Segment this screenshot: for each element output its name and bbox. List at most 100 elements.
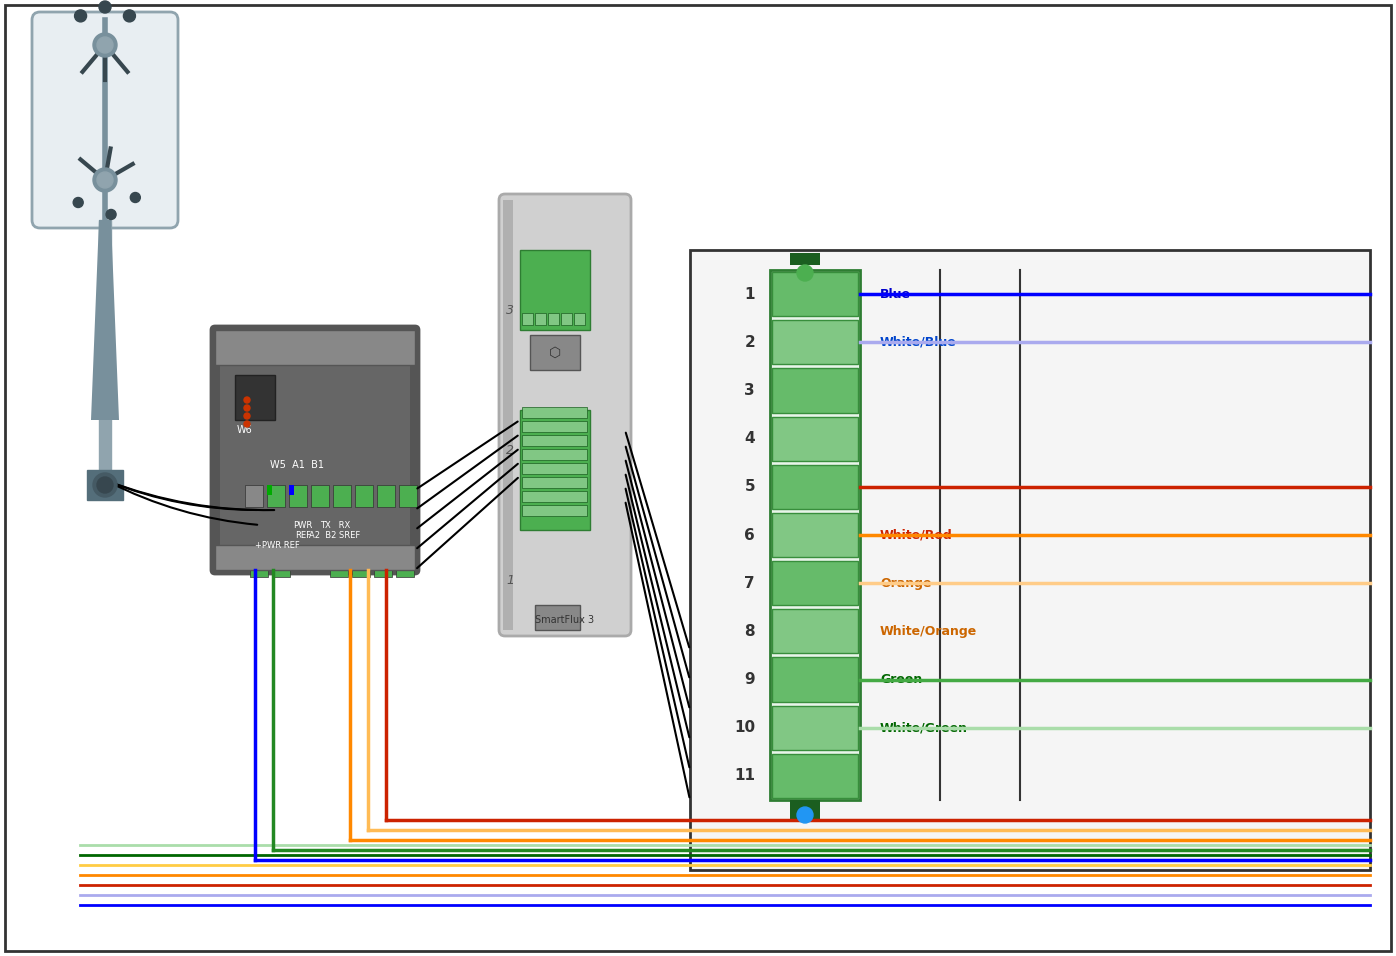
Bar — [790, 253, 819, 265]
Circle shape — [244, 421, 250, 427]
Bar — [772, 658, 859, 702]
Bar — [772, 706, 859, 750]
Circle shape — [244, 405, 250, 411]
Circle shape — [797, 265, 812, 281]
Bar — [215, 330, 415, 365]
Bar — [221, 335, 410, 565]
Text: W5  A1  B1: W5 A1 B1 — [269, 460, 324, 470]
Bar — [522, 463, 586, 474]
Bar — [790, 800, 819, 820]
Circle shape — [96, 37, 113, 53]
Text: White/Orange: White/Orange — [879, 625, 977, 638]
Bar — [250, 555, 268, 577]
Text: 2: 2 — [505, 444, 514, 457]
Circle shape — [94, 168, 117, 192]
Text: Green: Green — [879, 673, 923, 686]
Bar — [377, 485, 395, 507]
Text: 1: 1 — [505, 574, 514, 586]
Bar — [334, 485, 350, 507]
Bar — [690, 250, 1369, 870]
Bar — [549, 313, 558, 325]
Bar — [772, 320, 859, 364]
Bar — [522, 435, 586, 446]
Bar — [267, 485, 272, 495]
Bar — [535, 313, 546, 325]
Text: ⬡: ⬡ — [549, 346, 561, 360]
Bar — [522, 421, 586, 432]
Bar — [272, 555, 290, 577]
Text: W6: W6 — [237, 425, 253, 435]
Circle shape — [797, 807, 812, 823]
Bar — [215, 545, 415, 570]
Text: Orange: Orange — [879, 576, 931, 590]
Circle shape — [96, 172, 113, 188]
Bar — [522, 505, 586, 516]
Bar — [355, 485, 373, 507]
Text: REF: REF — [295, 531, 311, 539]
Text: Blue: Blue — [879, 288, 912, 300]
Bar — [522, 449, 586, 460]
Bar — [772, 609, 859, 654]
Text: +PWR REF: +PWR REF — [254, 540, 299, 550]
Bar — [772, 754, 859, 798]
Bar — [87, 470, 123, 500]
Text: 1: 1 — [744, 287, 755, 301]
Bar — [535, 605, 579, 630]
Polygon shape — [91, 220, 119, 420]
Bar — [522, 407, 586, 418]
Circle shape — [94, 33, 117, 57]
Text: PWR: PWR — [293, 520, 313, 530]
Bar — [503, 200, 512, 630]
Text: White/Red: White/Red — [879, 529, 952, 541]
FancyBboxPatch shape — [32, 12, 179, 228]
Text: 2: 2 — [744, 335, 755, 350]
Bar — [99, 220, 112, 470]
Bar — [374, 555, 392, 577]
Text: SmartFlux 3: SmartFlux 3 — [536, 615, 595, 625]
Circle shape — [73, 198, 84, 207]
Bar — [519, 250, 591, 330]
Text: TX   RX: TX RX — [320, 520, 350, 530]
Bar — [352, 555, 370, 577]
Circle shape — [99, 1, 112, 13]
Circle shape — [123, 10, 135, 22]
Text: 7: 7 — [744, 576, 755, 591]
Circle shape — [244, 413, 250, 419]
Text: 3: 3 — [744, 383, 755, 398]
Bar — [772, 561, 859, 605]
Text: 8: 8 — [744, 624, 755, 639]
Circle shape — [244, 397, 250, 403]
Bar — [772, 465, 859, 509]
Text: 3: 3 — [505, 303, 514, 316]
Text: A2  B2 SREF: A2 B2 SREF — [310, 531, 360, 539]
Bar — [772, 513, 859, 557]
Bar — [329, 555, 348, 577]
Bar — [311, 485, 329, 507]
Bar — [772, 417, 859, 461]
FancyBboxPatch shape — [211, 326, 419, 574]
Bar — [772, 368, 859, 413]
Bar — [396, 555, 415, 577]
Circle shape — [106, 209, 116, 220]
Bar — [522, 491, 586, 502]
Bar — [289, 485, 307, 507]
Text: 9: 9 — [744, 672, 755, 687]
Bar — [772, 272, 859, 316]
Text: 5: 5 — [744, 479, 755, 494]
FancyBboxPatch shape — [498, 194, 631, 636]
Bar — [522, 477, 586, 488]
Text: 10: 10 — [734, 720, 755, 735]
Text: 6: 6 — [744, 528, 755, 542]
Bar — [771, 270, 860, 800]
Bar — [246, 485, 262, 507]
Circle shape — [96, 477, 113, 493]
Bar — [267, 485, 285, 507]
Bar — [235, 375, 275, 420]
Bar — [289, 485, 295, 495]
Bar — [522, 313, 533, 325]
Bar — [519, 410, 591, 530]
Circle shape — [94, 473, 117, 497]
Bar — [561, 313, 572, 325]
Bar — [399, 485, 417, 507]
Circle shape — [130, 192, 141, 203]
